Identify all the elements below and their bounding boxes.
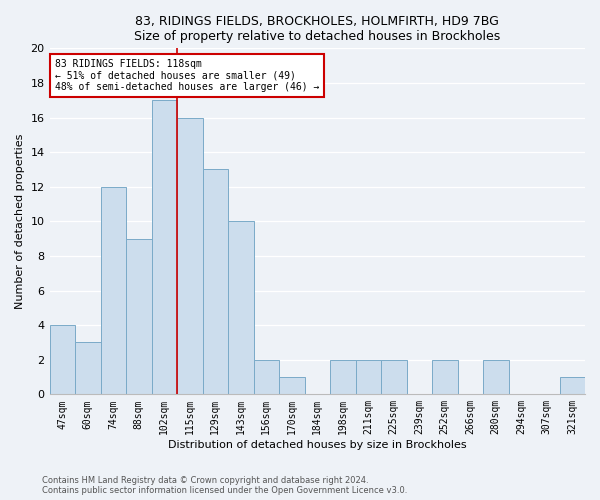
Text: 83 RIDINGS FIELDS: 118sqm
← 51% of detached houses are smaller (49)
48% of semi-: 83 RIDINGS FIELDS: 118sqm ← 51% of detac… bbox=[55, 58, 319, 92]
Bar bbox=[560, 377, 585, 394]
Bar bbox=[228, 222, 254, 394]
Bar bbox=[152, 100, 177, 394]
Bar bbox=[432, 360, 458, 394]
X-axis label: Distribution of detached houses by size in Brockholes: Distribution of detached houses by size … bbox=[168, 440, 467, 450]
Bar bbox=[254, 360, 279, 394]
Bar bbox=[356, 360, 381, 394]
Bar bbox=[203, 170, 228, 394]
Bar bbox=[101, 186, 126, 394]
Bar bbox=[330, 360, 356, 394]
Bar bbox=[126, 238, 152, 394]
Bar bbox=[75, 342, 101, 394]
Bar bbox=[483, 360, 509, 394]
Bar bbox=[279, 377, 305, 394]
Bar bbox=[381, 360, 407, 394]
Y-axis label: Number of detached properties: Number of detached properties bbox=[15, 134, 25, 309]
Text: Contains HM Land Registry data © Crown copyright and database right 2024.
Contai: Contains HM Land Registry data © Crown c… bbox=[42, 476, 407, 495]
Title: 83, RIDINGS FIELDS, BROCKHOLES, HOLMFIRTH, HD9 7BG
Size of property relative to : 83, RIDINGS FIELDS, BROCKHOLES, HOLMFIRT… bbox=[134, 15, 500, 43]
Bar bbox=[50, 325, 75, 394]
Bar bbox=[177, 118, 203, 394]
